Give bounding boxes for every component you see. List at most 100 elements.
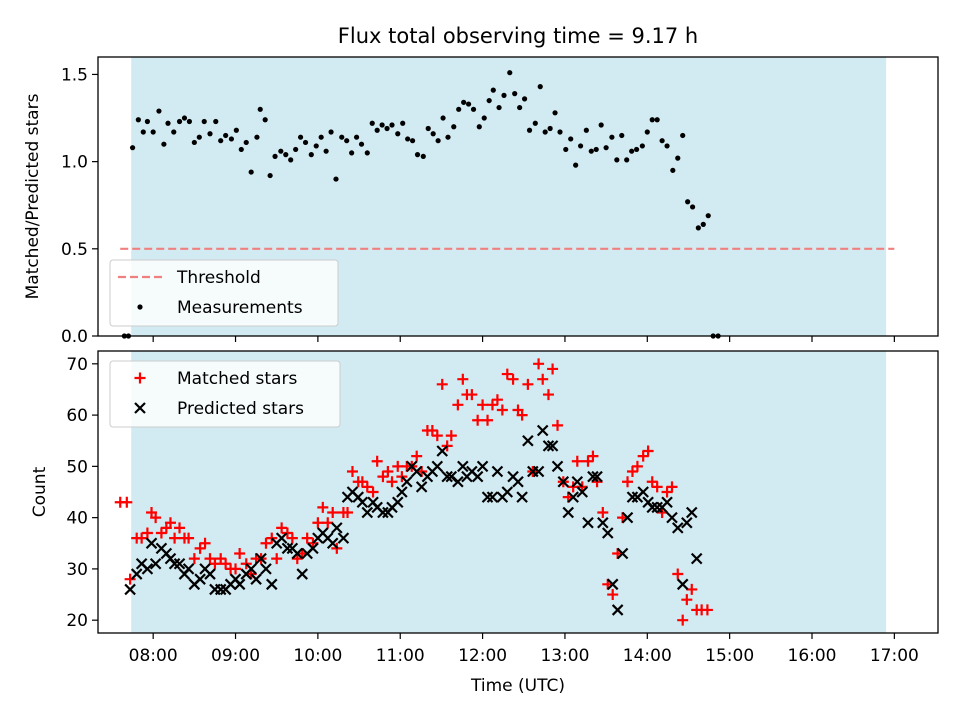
predicted-star-point xyxy=(611,604,624,616)
matched-star-point xyxy=(150,512,162,524)
predicted-star-point xyxy=(601,527,614,539)
matched-star-point xyxy=(677,614,689,626)
matched-star-point xyxy=(230,563,242,575)
x-tick-label: 08:00 xyxy=(129,646,178,666)
measurement-point xyxy=(440,115,446,121)
measurement-point xyxy=(568,136,574,142)
predicted-star-point xyxy=(666,511,678,524)
measurement-point xyxy=(435,138,441,144)
measurement-point xyxy=(588,148,594,154)
measurement-point xyxy=(272,153,278,159)
measurement-point xyxy=(201,118,207,125)
measurement-point xyxy=(302,139,309,146)
predicted-star-point xyxy=(486,491,499,503)
predicted-star-point xyxy=(204,568,216,580)
measurement-point xyxy=(156,108,162,114)
counts-legend: Matched stars Predicted stars xyxy=(109,360,341,428)
predicted-star-point xyxy=(431,460,444,473)
predicted-star-point xyxy=(546,440,559,452)
predicted-star-point xyxy=(141,563,154,575)
counts-panel: 20 30 40 50 60 70 08:00 09:00 10:00 11:00 12:00 13:… xyxy=(30,350,939,696)
predicted-star-point xyxy=(536,424,549,437)
predicted-star-point xyxy=(671,522,684,534)
matched-star-point xyxy=(431,430,443,442)
predicted-star-point xyxy=(471,470,484,483)
legend-label: Measurements xyxy=(177,298,303,318)
measurement-point xyxy=(451,124,457,130)
measurement-point xyxy=(243,139,249,146)
measurement-point xyxy=(501,92,507,98)
measurement-point xyxy=(624,157,630,163)
measurement-point xyxy=(196,134,202,140)
x-tick-label: 12:00 xyxy=(458,646,507,666)
measurement-point xyxy=(563,146,569,153)
measurement-point xyxy=(181,115,188,121)
predicted-star-point xyxy=(587,470,599,483)
measurement-point xyxy=(470,106,477,112)
predicted-star-point xyxy=(281,542,294,555)
matched-star-point xyxy=(666,481,678,493)
predicted-star-point xyxy=(250,573,262,585)
matched-star-point xyxy=(472,414,484,426)
matched-star-point xyxy=(701,604,713,616)
predicted-star-point xyxy=(621,511,634,524)
measurement-point xyxy=(353,134,360,140)
measurement-point xyxy=(670,167,676,173)
matched-star-point xyxy=(371,455,383,467)
predicted-star-point xyxy=(214,583,227,596)
matched-star-point xyxy=(312,517,324,529)
matched-star-point xyxy=(436,378,448,390)
matched-star-point xyxy=(301,532,313,544)
predicted-star-point xyxy=(681,516,693,529)
measurement-point xyxy=(573,162,579,168)
measurement-point xyxy=(583,127,589,133)
measurement-point xyxy=(278,148,284,154)
matched-star-point xyxy=(266,532,278,544)
x-tick-label: 15:00 xyxy=(705,646,754,666)
predicted-star-point xyxy=(457,460,469,473)
y-tick-label: 20 xyxy=(66,611,88,631)
measurement-point xyxy=(490,87,496,93)
measurement-point xyxy=(680,132,686,139)
y-tick-label: 50 xyxy=(66,457,88,477)
y-tick-label: 30 xyxy=(66,560,88,580)
measurement-point xyxy=(233,127,239,133)
predicted-star-point xyxy=(501,486,514,498)
measurement-point xyxy=(395,131,401,137)
y-tick-label: 0.0 xyxy=(61,327,88,347)
matched-star-point xyxy=(661,486,673,498)
legend-cross-swatch xyxy=(134,402,146,414)
measurement-point xyxy=(191,139,197,146)
measurement-point xyxy=(140,129,146,135)
measurement-point xyxy=(409,138,416,144)
measurement-point xyxy=(333,176,339,182)
predicted-star-point xyxy=(260,563,272,575)
matched-star-point xyxy=(317,501,329,513)
predicted-star-point xyxy=(194,573,206,585)
measurement-point xyxy=(614,157,620,163)
measurement-point xyxy=(150,129,156,135)
matched-star-point xyxy=(587,450,599,462)
measurement-point xyxy=(257,106,263,112)
matched-star-point xyxy=(386,476,398,488)
measurement-point xyxy=(557,129,563,135)
predicted-star-point xyxy=(168,558,181,570)
measurement-point xyxy=(517,104,523,111)
measurement-point xyxy=(213,118,219,125)
predicted-star-point xyxy=(396,486,408,498)
predicted-star-point xyxy=(676,578,689,591)
matched-star-point xyxy=(342,507,354,519)
matched-star-point xyxy=(199,537,211,549)
measurement-point xyxy=(405,136,411,142)
ratio-y-axis-label: Matched/Predicted stars xyxy=(23,93,43,299)
predicted-star-point xyxy=(562,506,575,519)
predicted-star-point xyxy=(356,496,369,509)
predicted-star-point xyxy=(582,516,594,529)
matched-star-point xyxy=(482,414,494,426)
matched-star-point xyxy=(141,527,153,539)
matched-star-point xyxy=(452,399,464,411)
matched-star-point xyxy=(220,558,232,570)
measurement-point xyxy=(675,155,681,161)
matched-star-point xyxy=(582,455,594,467)
